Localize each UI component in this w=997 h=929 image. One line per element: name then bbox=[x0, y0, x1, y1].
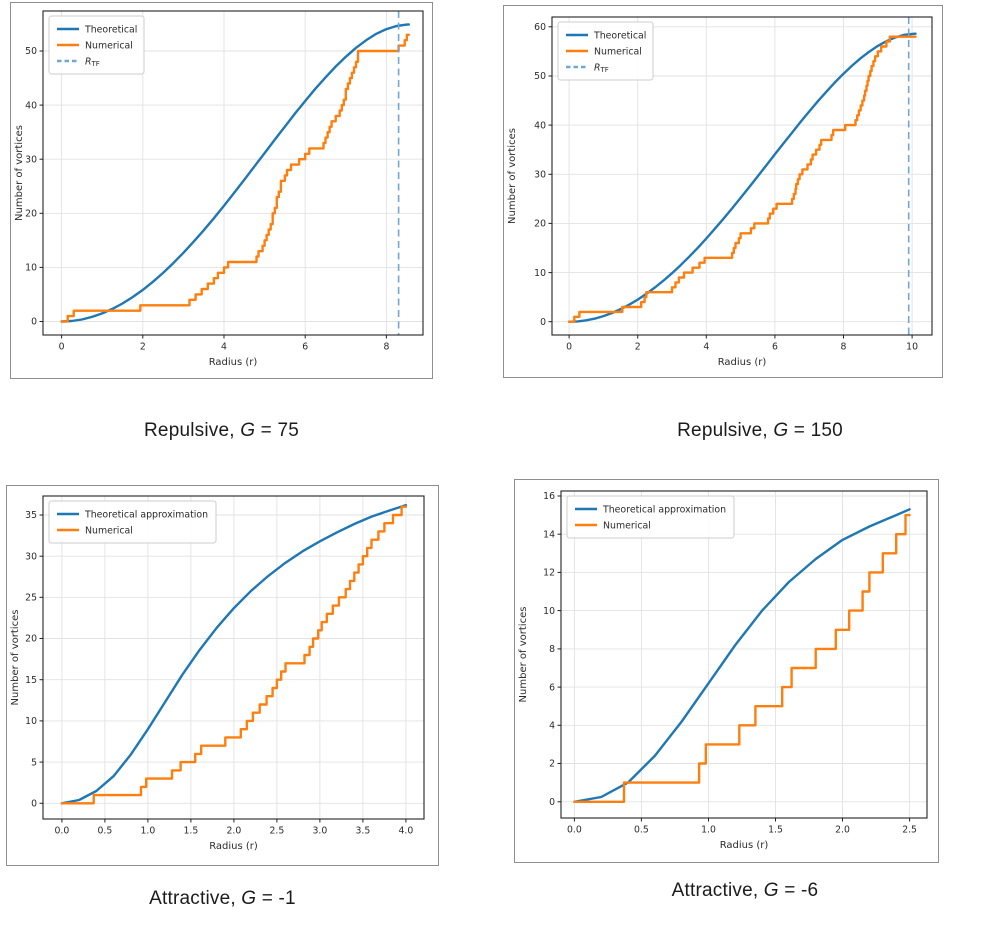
caption-repulsive-g150: Repulsive, G = 150 bbox=[540, 420, 980, 442]
svg-text:1.0: 1.0 bbox=[701, 825, 716, 836]
svg-text:35: 35 bbox=[25, 510, 37, 521]
svg-text:15: 15 bbox=[25, 675, 37, 686]
chart-canvas-repulsive-g150: 0 2 4 6 8 10 0 10 20 30 40 50 60 Radius (r) Number of … bbox=[507, 16, 933, 368]
svg-text:50: 50 bbox=[25, 46, 37, 57]
caption-prefix: Repulsive, bbox=[144, 420, 241, 441]
svg-text:Numerical: Numerical bbox=[85, 40, 133, 51]
svg-text:10: 10 bbox=[25, 263, 37, 274]
svg-text:3.5: 3.5 bbox=[356, 826, 371, 837]
figure-attractive-g-6: 0.0 0.5 1.0 1.5 2.0 2.5 0 2 4 6 8 10 12 14 16 Radius (r… bbox=[514, 479, 939, 863]
svg-text:0.5: 0.5 bbox=[98, 826, 113, 837]
svg-text:0.0: 0.0 bbox=[567, 825, 582, 836]
svg-text:Number of vortices: Number of vortices bbox=[507, 128, 518, 224]
svg-text:Numerical: Numerical bbox=[603, 520, 651, 531]
svg-text:Numerical: Numerical bbox=[85, 525, 133, 536]
caption-value: = -6 bbox=[778, 880, 819, 901]
svg-text:2: 2 bbox=[635, 342, 641, 353]
figure-repulsive-g75: 0 2 4 6 8 0 10 20 30 40 50 Radius (r) Number of vort… bbox=[10, 2, 433, 379]
caption-value: = 150 bbox=[788, 420, 843, 441]
svg-text:30: 30 bbox=[25, 154, 37, 165]
svg-text:1.5: 1.5 bbox=[768, 825, 783, 836]
caption-attractive-g-1: Attractive, G = -1 bbox=[6, 888, 439, 910]
caption-variable: G bbox=[241, 888, 257, 909]
svg-text:Number of vortices: Number of vortices bbox=[518, 607, 529, 703]
svg-text:25: 25 bbox=[25, 593, 37, 604]
svg-text:0: 0 bbox=[31, 317, 37, 328]
svg-text:Radius (r): Radius (r) bbox=[718, 357, 767, 368]
caption-variable: G bbox=[240, 420, 256, 441]
caption-prefix: Repulsive, bbox=[677, 420, 774, 441]
svg-text:0: 0 bbox=[31, 799, 37, 810]
svg-text:0: 0 bbox=[549, 797, 555, 808]
caption-prefix: Attractive, bbox=[671, 880, 764, 901]
svg-text:6: 6 bbox=[302, 342, 308, 353]
svg-text:0: 0 bbox=[540, 317, 546, 328]
svg-text:2.0: 2.0 bbox=[227, 826, 242, 837]
svg-text:Theoretical: Theoretical bbox=[593, 30, 646, 41]
caption-prefix: Attractive, bbox=[149, 888, 242, 909]
chart-canvas-repulsive-g75: 0 2 4 6 8 0 10 20 30 40 50 Radius (r) Number of vort… bbox=[14, 10, 424, 368]
svg-text:4.0: 4.0 bbox=[399, 826, 414, 837]
svg-text:0: 0 bbox=[59, 342, 65, 353]
svg-text:Radius (r): Radius (r) bbox=[720, 840, 769, 851]
svg-text:Number of vortices: Number of vortices bbox=[10, 610, 21, 706]
caption-repulsive-g75: Repulsive, G = 75 bbox=[10, 420, 433, 442]
svg-text:0: 0 bbox=[566, 342, 572, 353]
svg-text:2: 2 bbox=[549, 759, 555, 770]
svg-text:0.0: 0.0 bbox=[55, 826, 70, 837]
chart-canvas-attractive-g-6: 0.0 0.5 1.0 1.5 2.0 2.5 0 2 4 6 8 10 12 14 16 Radius (r… bbox=[518, 490, 928, 851]
svg-text:2.5: 2.5 bbox=[902, 825, 917, 836]
svg-text:Radius (r): Radius (r) bbox=[209, 841, 258, 852]
svg-text:6: 6 bbox=[772, 342, 778, 353]
svg-text:RTF: RTF bbox=[594, 62, 609, 74]
svg-text:8: 8 bbox=[383, 342, 389, 353]
svg-text:1.0: 1.0 bbox=[141, 826, 156, 837]
svg-text:4: 4 bbox=[703, 342, 709, 353]
svg-text:4: 4 bbox=[549, 721, 555, 732]
figure-repulsive-g150: 0 2 4 6 8 10 0 10 20 30 40 50 60 Radius (r) Number of … bbox=[503, 5, 943, 378]
svg-text:1.5: 1.5 bbox=[184, 826, 199, 837]
svg-text:6: 6 bbox=[549, 682, 555, 693]
svg-text:10: 10 bbox=[543, 606, 555, 617]
svg-text:RTF: RTF bbox=[85, 56, 100, 68]
svg-text:10: 10 bbox=[25, 716, 37, 727]
svg-text:10: 10 bbox=[906, 342, 918, 353]
figure-attractive-g-1: 0.0 0.5 1.0 1.5 2.0 2.5 3.0 3.5 4.0 0 5 10 15 20 25 30 3… bbox=[6, 485, 439, 866]
svg-text:20: 20 bbox=[534, 219, 546, 230]
svg-text:Theoretical: Theoretical bbox=[84, 24, 137, 35]
svg-text:4: 4 bbox=[221, 342, 227, 353]
caption-variable: G bbox=[763, 880, 779, 901]
svg-text:50: 50 bbox=[534, 71, 546, 82]
svg-text:40: 40 bbox=[25, 100, 37, 111]
caption-attractive-g-6: Attractive, G = -6 bbox=[520, 880, 970, 902]
svg-text:Radius (r): Radius (r) bbox=[209, 357, 258, 368]
svg-text:Theoretical approximation: Theoretical approximation bbox=[84, 509, 208, 520]
svg-text:20: 20 bbox=[25, 209, 37, 220]
svg-text:8: 8 bbox=[549, 644, 555, 655]
svg-text:Numerical: Numerical bbox=[594, 46, 642, 57]
svg-text:5: 5 bbox=[31, 757, 37, 768]
svg-text:12: 12 bbox=[543, 568, 555, 579]
svg-text:Number of vortices: Number of vortices bbox=[14, 125, 25, 221]
svg-text:10: 10 bbox=[534, 268, 546, 279]
svg-text:0.5: 0.5 bbox=[634, 825, 649, 836]
caption-value: = -1 bbox=[256, 888, 296, 909]
svg-text:8: 8 bbox=[841, 342, 847, 353]
svg-text:Theoretical approximation: Theoretical approximation bbox=[602, 504, 726, 515]
svg-text:2.5: 2.5 bbox=[270, 826, 285, 837]
svg-text:2: 2 bbox=[140, 342, 146, 353]
svg-text:60: 60 bbox=[534, 22, 546, 33]
svg-text:3.0: 3.0 bbox=[313, 826, 328, 837]
svg-text:14: 14 bbox=[543, 529, 555, 540]
svg-text:40: 40 bbox=[534, 120, 546, 131]
svg-text:16: 16 bbox=[543, 491, 555, 502]
svg-text:2.0: 2.0 bbox=[835, 825, 850, 836]
svg-text:30: 30 bbox=[25, 551, 37, 562]
caption-variable: G bbox=[773, 420, 789, 441]
svg-text:30: 30 bbox=[534, 170, 546, 181]
caption-value: = 75 bbox=[255, 420, 299, 441]
svg-text:20: 20 bbox=[25, 634, 37, 645]
chart-canvas-attractive-g-1: 0.0 0.5 1.0 1.5 2.0 2.5 3.0 3.5 4.0 0 5 10 15 20 25 30 3… bbox=[10, 495, 425, 852]
